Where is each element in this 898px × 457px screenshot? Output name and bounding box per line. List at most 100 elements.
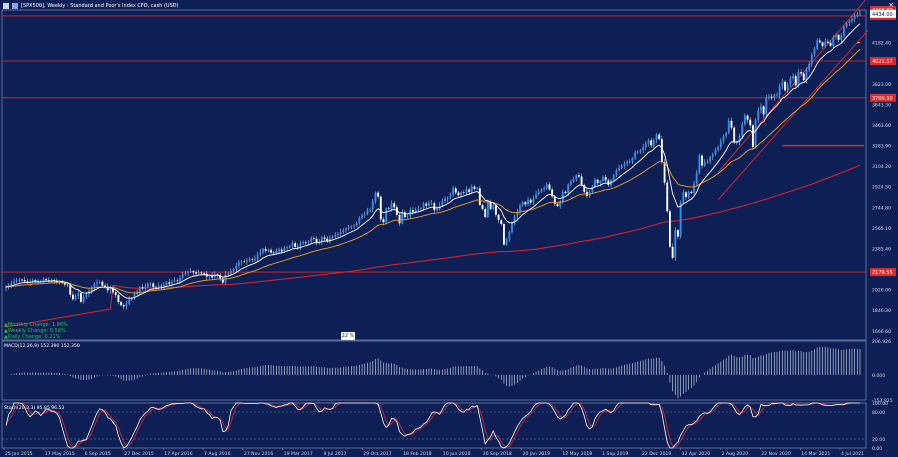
candle-body [85, 294, 88, 297]
stoch-title: Stoch(20,3,3) 95.85 96.53 [4, 405, 64, 411]
candle-body [486, 202, 489, 218]
candle-body [270, 249, 272, 253]
candle-body [743, 115, 746, 125]
candle-body [291, 243, 294, 246]
candle-body [296, 246, 299, 248]
candle-body [725, 132, 728, 137]
y-tick-label: 3104.20 [872, 164, 891, 170]
candle-body [117, 294, 120, 303]
candle-body [401, 212, 404, 224]
candle-body [500, 220, 503, 225]
macd-y-tick: 0.000 [872, 373, 885, 379]
candle-body [195, 272, 198, 274]
price-label: 2179.55 [872, 270, 893, 276]
candle-body [74, 296, 77, 300]
candle-body [112, 288, 115, 293]
candle-body [422, 203, 425, 209]
candle-body [393, 203, 396, 208]
candle-body [436, 209, 438, 211]
x-tick-label: 4 Jul 2021 [841, 451, 864, 457]
candle-body [741, 124, 744, 137]
x-tick-label: 27 Nov 2016 [244, 451, 273, 457]
candle-body [768, 96, 770, 98]
candle-body [414, 209, 417, 212]
candle-body [71, 294, 74, 300]
candle-body [452, 188, 455, 195]
candle-body [42, 279, 45, 282]
candle-body [339, 232, 342, 234]
x-tick-label: 10 Jun 2018 [443, 451, 471, 457]
symbol-icon [12, 2, 18, 9]
candle-body [216, 274, 219, 276]
candle-body [537, 191, 540, 195]
candle-body [406, 215, 409, 218]
weekly-change: ▲Weekly Change: 0.56% [4, 328, 66, 334]
candle-body [256, 254, 259, 259]
candle-body [160, 285, 163, 287]
candle-body [120, 302, 123, 306]
candle-body [760, 106, 762, 111]
candle-body [133, 294, 136, 299]
close-icon[interactable]: × [888, 1, 894, 9]
candle-body [77, 293, 80, 297]
candle-body [208, 275, 211, 277]
candle-body [61, 281, 64, 283]
candle-body [781, 81, 784, 87]
candle-body [824, 41, 827, 47]
candle-body [454, 188, 457, 193]
candle-body [334, 235, 337, 237]
candle-body [10, 283, 13, 286]
candle-body [264, 249, 267, 251]
candle-body [403, 212, 406, 218]
candle-body [652, 140, 655, 146]
candle-body [342, 230, 345, 233]
candle-body [144, 286, 147, 289]
candle-body [446, 197, 449, 200]
x-tick-label: 22 Dec 2019 [642, 451, 671, 457]
stoch-y-tick: 80.00 [872, 410, 885, 416]
candle-body [197, 272, 200, 274]
candle-body [211, 275, 214, 278]
candle-body [288, 245, 291, 248]
candle-body [58, 281, 61, 283]
channel-upper-line [717, 0, 867, 173]
candle-body [805, 69, 808, 81]
x-tick-label: 12 May 2019 [562, 451, 592, 457]
candle-body [106, 286, 109, 291]
candle-body [709, 156, 712, 162]
candle-body [837, 34, 840, 40]
candle-body [237, 262, 240, 266]
candle-body [163, 284, 165, 287]
candle-body [476, 188, 479, 189]
candle-body [312, 238, 315, 239]
y-tick-label: 2565.10 [872, 226, 891, 232]
candle-body [363, 214, 366, 216]
candle-body [34, 280, 37, 282]
candle-body [377, 192, 380, 197]
candle-body [425, 203, 428, 206]
candle-body [733, 127, 736, 143]
zoom-badge[interactable]: 22 % [341, 332, 355, 340]
channel-lower-line [717, 29, 869, 201]
candle-body [272, 252, 275, 254]
candle-body [484, 208, 487, 218]
monthly-change-text: Monthly Change: 1.86% [7, 322, 68, 328]
candle-body [797, 72, 800, 86]
candle-body [527, 199, 529, 205]
candle-body [411, 210, 414, 212]
candle-body [229, 270, 232, 274]
candle-body [786, 84, 789, 91]
candle-body [165, 282, 168, 285]
candle-body [548, 184, 551, 190]
candle-body [96, 282, 98, 284]
candle-body [671, 246, 674, 258]
candle-body [146, 283, 149, 287]
candle-body [353, 225, 355, 227]
candle-body [141, 287, 144, 289]
candle-body [658, 134, 661, 140]
candle-body [770, 96, 773, 98]
candle-body [561, 191, 564, 201]
candle-body [152, 283, 155, 287]
candle-body [171, 281, 173, 284]
